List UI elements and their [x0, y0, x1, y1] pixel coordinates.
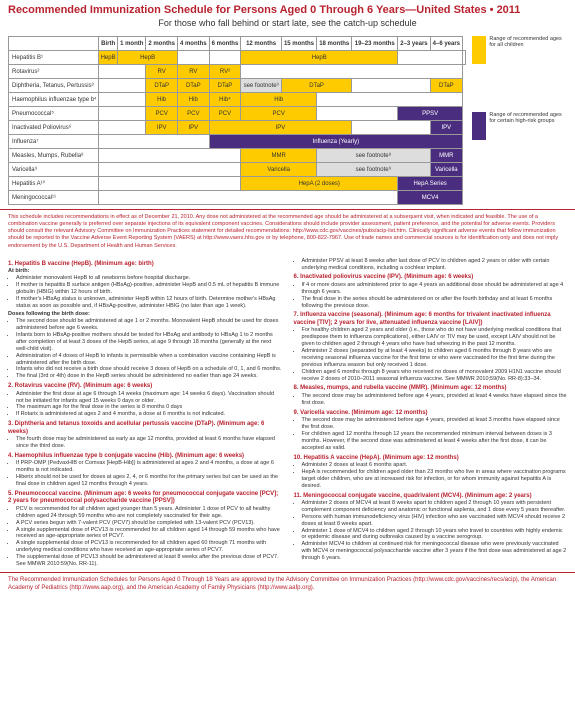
schedule-cell	[317, 107, 398, 121]
schedule-cell: Hib⁴	[209, 93, 241, 107]
schedule-cell	[99, 191, 398, 205]
schedule-cell	[352, 121, 430, 135]
schedule-cell	[99, 121, 146, 135]
schedule-cell: Hib	[241, 93, 317, 107]
vaccine-label: Meningococcal¹¹	[9, 191, 99, 205]
schedule-cell: see footnote³	[241, 79, 282, 93]
schedule-cell: RV	[146, 65, 178, 79]
page-subtitle: For those who fall behind or start late,…	[8, 18, 567, 28]
vaccine-label: Hepatitis A¹⁰	[9, 177, 99, 191]
schedule-cell: PCV	[177, 107, 209, 121]
schedule-cell: IPV	[146, 121, 178, 135]
schedule-cell	[99, 65, 146, 79]
schedule-cell: Hib	[146, 93, 178, 107]
schedule-cell: see footnote⁹	[317, 163, 431, 177]
schedule-cell: RV²	[209, 65, 241, 79]
schedule-cell: IPV	[209, 121, 352, 135]
schedule-cell	[99, 79, 146, 93]
vaccine-label: Hepatitis B¹	[9, 51, 99, 65]
schedule-cell: DTaP	[177, 79, 209, 93]
schedule-cell: HepB	[99, 51, 118, 65]
schedule-cell: DTaP	[281, 79, 351, 93]
schedule-cell: IPV	[430, 121, 462, 135]
schedule-cell	[99, 93, 146, 107]
vaccine-label: Varicella⁹	[9, 163, 99, 177]
schedule-cell: PCV	[146, 107, 178, 121]
schedule-cell: DTaP	[209, 79, 241, 93]
schedule-cell: PCV	[209, 107, 241, 121]
schedule-cell	[99, 163, 241, 177]
vaccine-label: Influenza⁷	[9, 135, 99, 149]
schedule-cell: see footnote⁸	[317, 149, 431, 163]
schedule-cell: Hib	[177, 93, 209, 107]
schedule-cell: RV	[177, 65, 209, 79]
vaccine-label: Pneumococcal⁵	[9, 107, 99, 121]
vaccine-label: Measles, Mumps, Rubella⁸	[9, 149, 99, 163]
schedule-cell: HepB	[241, 51, 398, 65]
legend-purple: Range of recommended ages for certain hi…	[489, 112, 567, 124]
schedule-cell	[241, 65, 463, 79]
page-title: Recommended Immunization Schedule for Pe…	[8, 4, 567, 16]
footer: The Recommended Immunization Schedules f…	[0, 572, 575, 597]
schedule-cell: PPSV	[398, 107, 463, 121]
vaccine-label: Diphtheria, Tetanus, Pertussis³	[9, 79, 99, 93]
vaccine-label: Rotavirus²	[9, 65, 99, 79]
schedule-cell: PCV	[241, 107, 317, 121]
schedule-cell: Varicella	[430, 163, 462, 177]
disclaimer: This schedule includes recommendations i…	[0, 209, 575, 254]
schedule-cell	[398, 51, 463, 65]
legend: Range of recommended ages for all childr…	[472, 36, 567, 205]
schedule-cell: HepA Series	[398, 177, 463, 191]
schedule-cell: MMR	[430, 149, 462, 163]
schedule-cell	[177, 51, 209, 65]
schedule-cell	[99, 177, 241, 191]
schedule-cell: MCV4	[398, 191, 463, 205]
schedule-cell: Influenza (Yearly)	[209, 135, 462, 149]
vaccine-label: Inactivated Poliovirus⁶	[9, 121, 99, 135]
schedule-cell: DTaP	[430, 79, 462, 93]
schedule-cell	[317, 93, 463, 107]
legend-yellow: Range of recommended ages for all childr…	[489, 36, 567, 48]
schedule-cell	[352, 79, 430, 93]
schedule-cell: HepB	[118, 51, 178, 65]
schedule-cell	[99, 149, 241, 163]
footnotes: 1. Hepatitis B vaccine (HepB). (Minimum …	[0, 254, 575, 572]
schedule-cell: HepA (2 doses)	[241, 177, 398, 191]
immunization-table: Vaccine ▼ Age ►Birth1 month2 months4 mon…	[8, 36, 466, 205]
schedule-cell: DTaP	[146, 79, 178, 93]
vaccine-label: Haemophilus influenzae type b⁴	[9, 93, 99, 107]
schedule-cell: Varicella	[241, 163, 317, 177]
schedule-cell	[99, 107, 146, 121]
schedule-cell: IPV	[177, 121, 209, 135]
schedule-cell	[99, 135, 210, 149]
header: Recommended Immunization Schedule for Pe…	[0, 0, 575, 32]
schedule-cell: MMR	[241, 149, 317, 163]
schedule-cell	[209, 51, 241, 65]
schedule-cell	[463, 51, 466, 65]
